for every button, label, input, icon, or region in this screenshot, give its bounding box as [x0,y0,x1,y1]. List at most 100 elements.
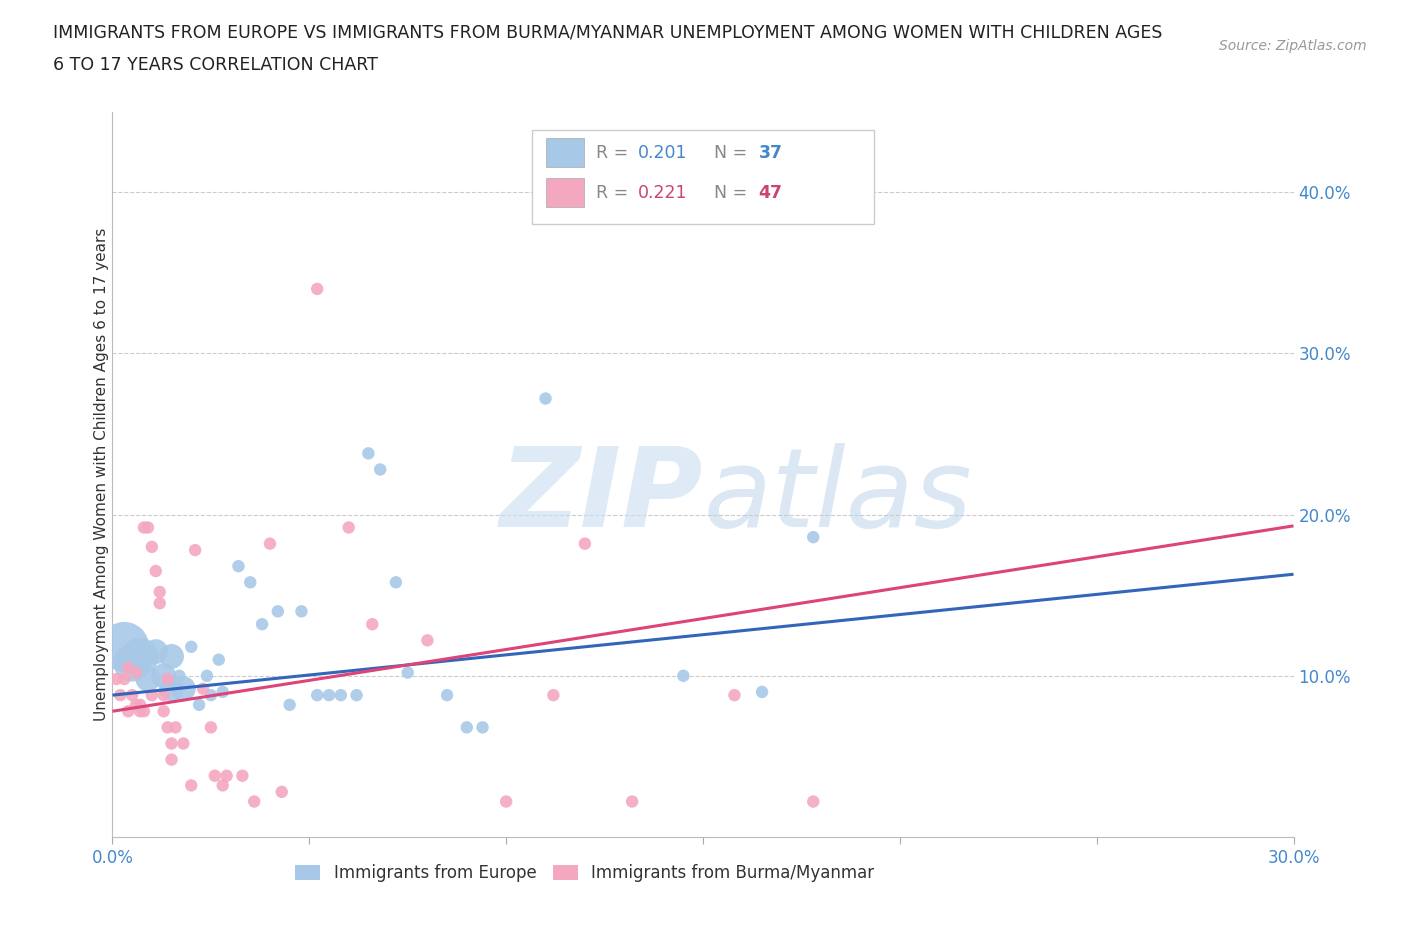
Point [357,445,380,460]
Point [368,462,391,477]
Point [160,649,183,664]
Point [152,669,174,684]
Point [318,687,340,702]
Point [211,684,233,699]
Point [121,656,143,671]
Point [801,794,824,809]
Point [172,682,194,697]
Text: 0.201: 0.201 [638,144,688,162]
Point [243,794,266,809]
Point [136,520,159,535]
Text: 47: 47 [758,184,783,202]
Point [329,687,352,702]
Point [621,794,644,809]
Text: 0.221: 0.221 [638,184,688,202]
Point [145,644,167,659]
Point [160,736,183,751]
Point [160,682,183,697]
Y-axis label: Unemployment Among Women with Children Ages 6 to 17 years: Unemployment Among Women with Children A… [94,228,108,721]
Point [534,392,557,406]
Point [132,704,155,719]
Point [160,752,183,767]
Point [250,617,273,631]
Point [188,698,211,712]
Point [129,704,152,719]
Point [152,704,174,719]
Point [385,575,408,590]
Point [129,649,152,664]
Point [204,768,226,783]
Point [191,682,214,697]
Point [145,564,167,578]
Point [208,652,231,667]
Text: 6 TO 17 YEARS CORRELATION CHART: 6 TO 17 YEARS CORRELATION CHART [53,56,378,73]
Point [129,698,152,712]
Point [416,633,439,648]
Point [136,671,159,686]
Point [132,520,155,535]
Text: ZIP: ZIP [499,443,703,550]
Point [211,778,233,793]
Text: N =: N = [714,144,752,162]
Point [152,687,174,702]
Point [495,794,517,809]
Point [156,671,179,686]
Point [121,687,143,702]
Point [801,530,824,545]
Point [307,687,329,702]
Point [574,537,596,551]
Point [180,639,202,654]
Point [105,671,128,686]
Text: R =: R = [596,144,633,162]
Point [200,720,222,735]
Point [259,537,281,551]
Point [184,542,207,557]
Point [231,768,253,783]
Point [117,704,139,719]
Point [456,720,478,735]
Point [156,720,179,735]
Text: IMMIGRANTS FROM EUROPE VS IMMIGRANTS FROM BURMA/MYANMAR UNEMPLOYMENT AMONG WOMEN: IMMIGRANTS FROM EUROPE VS IMMIGRANTS FRO… [53,23,1163,41]
Point [125,665,148,680]
Point [267,604,290,618]
Point [723,687,745,702]
Point [290,604,312,618]
Text: N =: N = [714,184,752,202]
Text: Source: ZipAtlas.com: Source: ZipAtlas.com [1219,39,1367,53]
Text: atlas: atlas [703,443,972,550]
Point [471,720,494,735]
Point [751,684,773,699]
Point [149,585,172,600]
Legend: Immigrants from Europe, Immigrants from Burma/Myanmar: Immigrants from Europe, Immigrants from … [287,856,883,890]
FancyBboxPatch shape [531,130,875,224]
Point [165,720,187,735]
Point [239,575,262,590]
Point [307,282,329,297]
Point [215,768,238,783]
Point [228,559,250,574]
Point [543,687,565,702]
Point [436,687,458,702]
Point [337,520,360,535]
Point [270,784,292,799]
FancyBboxPatch shape [546,179,583,207]
Point [278,698,301,712]
Point [396,665,419,680]
Point [141,539,163,554]
Point [125,698,148,712]
Text: R =: R = [596,184,633,202]
Point [672,669,695,684]
Point [200,687,222,702]
Point [346,687,368,702]
Point [112,639,135,654]
Point [112,671,135,686]
Point [169,669,191,684]
Text: 37: 37 [758,144,783,162]
Point [110,687,132,702]
Point [180,778,202,793]
Point [117,660,139,675]
Point [172,736,194,751]
FancyBboxPatch shape [546,139,583,167]
Point [141,687,163,702]
Point [361,617,384,631]
